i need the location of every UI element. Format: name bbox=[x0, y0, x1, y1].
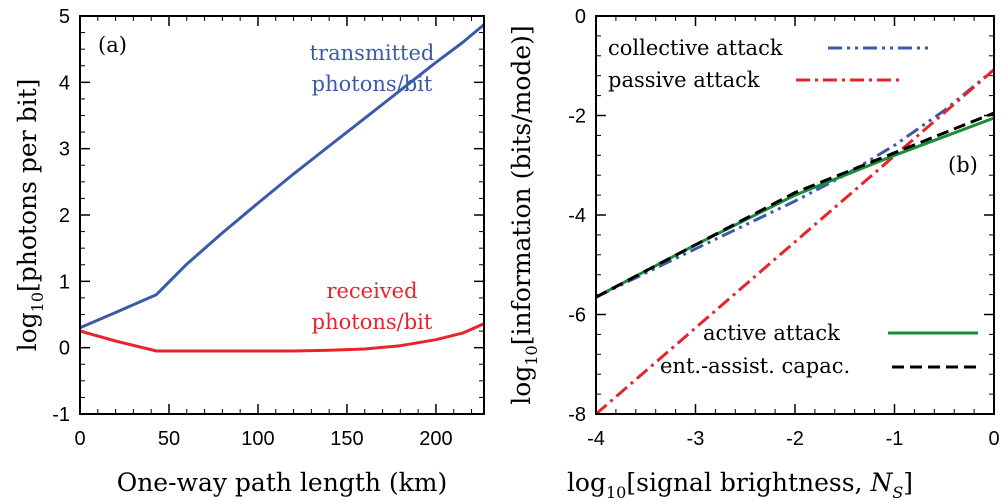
panel-b-label: (b) bbox=[948, 153, 978, 177]
legend-label-ent-assist-capac: ent.-assist. capac. bbox=[660, 354, 850, 378]
panel-b-x-axis-title: log10[signal brightness, NS] bbox=[567, 468, 913, 502]
transmitted-annotation-line1: transmitted bbox=[310, 41, 435, 65]
panel-b: -4 -3 -2 -1 0 -8 -6 -4 -2 0 (b) collective attack… bbox=[507, 6, 1000, 502]
panel-a-x-tick-label: 0 bbox=[74, 428, 85, 450]
panel-b-y-tick-label: -4 bbox=[568, 205, 586, 227]
panel-a-series-line-transmitted bbox=[79, 23, 485, 330]
panel-a-x-tick-label: 100 bbox=[241, 428, 274, 450]
transmitted-annotation-line2: photons/bit bbox=[312, 72, 433, 96]
panel-b-tick-labels: -4 -3 -2 -1 0 -8 -6 -4 -2 0 bbox=[568, 6, 999, 450]
panel-a-frame bbox=[79, 15, 485, 415]
panel-b-y-tick-label: -8 bbox=[568, 404, 586, 426]
panel-b-y-tick-label: -6 bbox=[568, 305, 586, 327]
panel-a-x-tick-label: 150 bbox=[330, 428, 363, 450]
panel-b-y-tick-label: 0 bbox=[575, 6, 586, 28]
received-annotation-line2: photons/bit bbox=[312, 310, 433, 334]
panel-a-y-axis-title: log10[photons per bit] bbox=[13, 79, 47, 352]
panel-a-y-tick-label: 0 bbox=[59, 338, 70, 360]
panel-b-series bbox=[595, 68, 995, 416]
legend-label-active-attack: active attack bbox=[703, 321, 840, 345]
panel-a-x-axis-title: One-way path length (km) bbox=[117, 468, 448, 497]
panel-a-x-tick-label: 200 bbox=[419, 428, 452, 450]
legend-label-collective-attack: collective attack bbox=[608, 36, 783, 60]
panel-b-y-tick-label: -2 bbox=[568, 106, 586, 128]
panel-a-label: (a) bbox=[98, 33, 127, 57]
panel-b-series-line-collective-attack bbox=[595, 68, 995, 299]
panel-b-x-tick-label: -1 bbox=[886, 428, 904, 450]
panel-b-x-tick-label: -4 bbox=[587, 428, 605, 450]
panel-a-y-tick-label: 2 bbox=[59, 205, 70, 227]
panel-b-series-line-active-attack bbox=[595, 116, 995, 299]
panel-a-y-tick-label: -1 bbox=[52, 404, 70, 426]
panel-a-series bbox=[79, 23, 485, 353]
legend-label-passive-attack: passive attack bbox=[608, 68, 760, 92]
received-annotation-line1: received bbox=[326, 279, 417, 303]
panel-b-series-line-ent-assist-capac bbox=[595, 111, 995, 299]
panel-a-y-tick-label: 5 bbox=[59, 6, 70, 28]
panel-a-y-tick-label: 3 bbox=[59, 139, 70, 161]
panel-a-y-tick-label: 1 bbox=[59, 271, 70, 293]
panel-a-series-line-received bbox=[79, 322, 485, 353]
panel-b-x-tick-label: -2 bbox=[786, 428, 804, 450]
panel-b-y-axis-title: log10[information (bits/mode)] bbox=[507, 25, 541, 404]
panel-a-y-tick-label: 4 bbox=[59, 72, 70, 94]
panel-b-x-tick-label: -3 bbox=[687, 428, 705, 450]
panel-b-x-tick-label: 0 bbox=[988, 428, 999, 450]
panel-b-series-line-passive-attack bbox=[595, 68, 995, 416]
panel-b-frame bbox=[595, 15, 995, 415]
panel-a-x-tick-label: 50 bbox=[158, 428, 180, 450]
